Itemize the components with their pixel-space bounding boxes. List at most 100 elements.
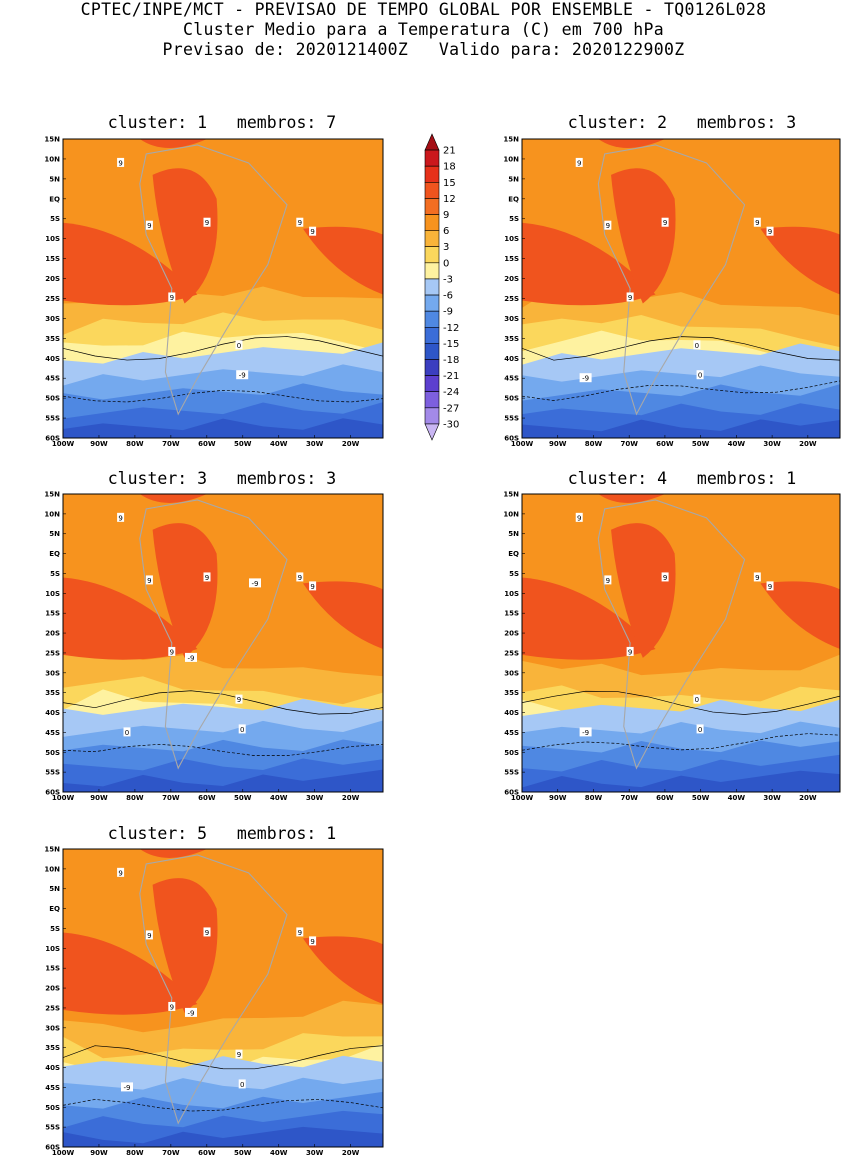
lon-tick-label: 100W bbox=[52, 1149, 75, 1157]
lon-tick-label: 70W bbox=[162, 794, 180, 802]
lat-tick-label: 55S bbox=[45, 1124, 60, 1132]
lat-tick-label: 35S bbox=[45, 335, 60, 343]
lat-tick-label: 10S bbox=[45, 235, 60, 243]
contour-label: 9 bbox=[310, 583, 314, 591]
map-panel-4: 15N 10N 5N EQ 5S 10S 15S 20S 25S 30S 35S 40S 45S 50S 5… bbox=[503, 491, 841, 802]
lat-tick-label: 40S bbox=[45, 709, 60, 717]
warm-region bbox=[139, 849, 207, 858]
contour-label: 9 bbox=[628, 648, 632, 656]
lon-tick-label: 60W bbox=[198, 440, 216, 448]
lat-tick-label: 45S bbox=[45, 375, 60, 383]
contour-label-box bbox=[235, 1049, 243, 1059]
contour-label-box bbox=[145, 220, 153, 230]
contour-label: 9 bbox=[205, 219, 209, 227]
warm-region bbox=[303, 581, 383, 649]
contour-label-box bbox=[123, 727, 131, 737]
lat-tick-label: 45S bbox=[504, 375, 519, 383]
lat-tick-label: 40S bbox=[504, 709, 519, 717]
lat-tick-label: 5S bbox=[509, 215, 519, 223]
map-frame bbox=[521, 138, 841, 439]
lat-tick-label: 10N bbox=[44, 155, 60, 163]
header-line-1: CPTEC/INPE/MCT - PREVISAO DE TEMPO GLOBA… bbox=[80, 0, 767, 19]
warm-region bbox=[303, 936, 383, 1004]
header-line-3: Previsao de: 2020121400Z Valido para: 20… bbox=[162, 40, 685, 59]
contour-label: -9 bbox=[252, 580, 259, 588]
contour-label-box bbox=[661, 217, 669, 227]
contour-label-box bbox=[661, 572, 669, 582]
lon-tick-label: 100W bbox=[52, 440, 75, 448]
contour-label-box bbox=[309, 936, 317, 946]
lat-tick-label: 25S bbox=[504, 295, 519, 303]
lat-tick-label: 55S bbox=[45, 415, 60, 423]
lat-tick-label: 55S bbox=[504, 769, 519, 777]
contour-label-box bbox=[753, 217, 761, 227]
contour-label: 9 bbox=[768, 228, 772, 236]
lat-tick-label: 10S bbox=[45, 945, 60, 953]
lon-tick-label: 90W bbox=[549, 794, 567, 802]
contour-label-box bbox=[296, 927, 304, 937]
contour-label-box bbox=[296, 217, 304, 227]
lat-tick-label: 50S bbox=[504, 749, 519, 757]
contour-label-box bbox=[579, 727, 592, 737]
map-panel-3: 15N 10N 5N EQ 5S 10S 15S 20S 25S 30S 35S 40S 45S 50S 5… bbox=[44, 491, 384, 802]
contour-label: -9 bbox=[188, 654, 195, 662]
contour-label-box bbox=[766, 226, 774, 236]
contour-label-box bbox=[121, 1082, 133, 1092]
contour-label-box bbox=[145, 930, 153, 940]
lon-tick-label: 60W bbox=[656, 440, 674, 448]
contour-label-box bbox=[626, 646, 634, 656]
warm-region bbox=[303, 226, 383, 295]
contour-label-box bbox=[696, 724, 704, 734]
contour-label-box bbox=[309, 581, 317, 591]
warm-region bbox=[152, 168, 218, 304]
contour-label-box bbox=[604, 575, 612, 585]
lon-tick-label: 70W bbox=[162, 440, 180, 448]
lat-tick-label: 15S bbox=[45, 965, 60, 973]
contour-label: 9 bbox=[298, 574, 302, 582]
contour-label-box bbox=[604, 220, 612, 230]
lat-tick-label: 5S bbox=[50, 570, 60, 578]
temperature-band bbox=[522, 770, 840, 792]
lat-tick-label: 35S bbox=[45, 689, 60, 697]
lat-tick-label: 5N bbox=[49, 530, 60, 538]
lon-tick-label: 80W bbox=[126, 440, 144, 448]
lat-tick-label: 55S bbox=[45, 769, 60, 777]
contour-label-box bbox=[117, 157, 125, 167]
contour-label: -9 bbox=[188, 1009, 195, 1017]
panel-5-title: cluster: 5 membros: 1 bbox=[107, 824, 337, 843]
lat-tick-label: 50S bbox=[45, 395, 60, 403]
lon-tick-label: 20W bbox=[342, 794, 360, 802]
contour-line-zero bbox=[522, 336, 840, 361]
contour-label: -9 bbox=[239, 372, 246, 380]
lat-tick-label: 15N bbox=[503, 136, 519, 144]
map-frame bbox=[62, 493, 384, 793]
contour-label-box bbox=[579, 373, 592, 383]
contour-label-box bbox=[185, 1007, 197, 1017]
lat-tick-label: 20S bbox=[45, 630, 60, 638]
contour-label: 0 bbox=[240, 1081, 244, 1089]
lat-tick-label: 10N bbox=[44, 865, 60, 873]
contour-label: -9 bbox=[124, 1084, 131, 1092]
lon-tick-label: 20W bbox=[799, 440, 817, 448]
lat-tick-label: 10N bbox=[44, 510, 60, 518]
contour-label-box bbox=[236, 370, 249, 380]
south-america-outline bbox=[139, 854, 288, 1125]
contour-label: 9 bbox=[606, 222, 610, 230]
contour-label-box bbox=[203, 217, 211, 227]
contour-label: 0 bbox=[698, 372, 702, 380]
contour-label: 9 bbox=[170, 294, 174, 302]
lat-tick-label: 35S bbox=[504, 335, 519, 343]
lat-tick-label: 45S bbox=[504, 729, 519, 737]
contour-label: 9 bbox=[606, 577, 610, 585]
lat-tick-label: 5N bbox=[508, 530, 519, 538]
lat-tick-label: 10S bbox=[45, 590, 60, 598]
lon-tick-label: 30W bbox=[763, 794, 781, 802]
lon-tick-label: 90W bbox=[549, 440, 567, 448]
lat-tick-label: 20S bbox=[45, 275, 60, 283]
lat-tick-label: EQ bbox=[49, 905, 60, 913]
lat-tick-label: 10N bbox=[503, 155, 519, 163]
contour-label-box bbox=[753, 572, 761, 582]
lon-tick-label: 20W bbox=[342, 1149, 360, 1157]
contour-label-box bbox=[168, 646, 176, 656]
